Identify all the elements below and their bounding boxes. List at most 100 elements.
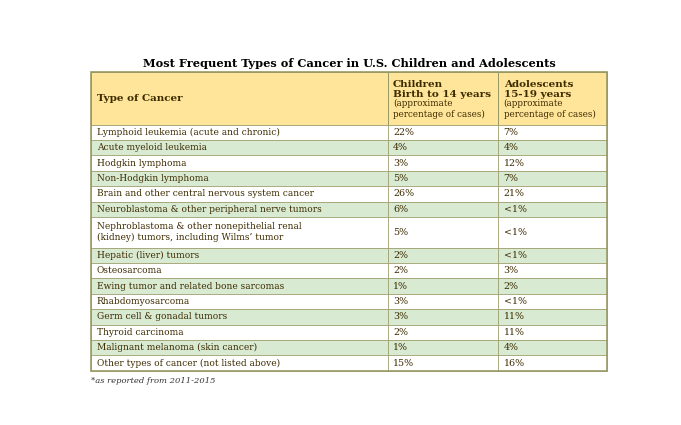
Text: 3%: 3% <box>504 266 519 275</box>
Bar <box>387 201 498 217</box>
Text: Hepatic (liver) tumors: Hepatic (liver) tumors <box>97 251 199 260</box>
Bar <box>91 125 387 140</box>
Text: 7%: 7% <box>504 174 519 183</box>
Text: 2%: 2% <box>393 266 408 275</box>
Text: 6%: 6% <box>393 205 408 214</box>
Bar <box>387 186 498 201</box>
Bar <box>91 309 387 325</box>
Text: Nephroblastoma & other nonepithelial renal
(kidney) tumors, including Wilms’ tum: Nephroblastoma & other nonepithelial ren… <box>97 222 302 242</box>
Bar <box>387 248 498 263</box>
Text: 4%: 4% <box>504 143 519 152</box>
Text: 11%: 11% <box>504 328 524 337</box>
Bar <box>498 72 607 125</box>
Bar <box>498 186 607 201</box>
Bar <box>498 355 607 371</box>
Text: 3%: 3% <box>393 312 408 321</box>
Bar <box>91 263 387 278</box>
Bar <box>387 263 498 278</box>
Bar <box>498 325 607 340</box>
Text: (approximate
percentage of cases): (approximate percentage of cases) <box>393 99 485 119</box>
Text: (approximate
percentage of cases): (approximate percentage of cases) <box>504 99 596 119</box>
Bar <box>91 72 387 125</box>
Bar <box>91 201 387 217</box>
Text: 3%: 3% <box>393 159 408 167</box>
Bar <box>91 248 387 263</box>
Bar <box>498 217 607 248</box>
Text: Hodgkin lymphoma: Hodgkin lymphoma <box>97 159 186 167</box>
Bar <box>91 340 387 355</box>
Bar <box>91 294 387 309</box>
Text: 4%: 4% <box>393 143 408 152</box>
Bar <box>498 156 607 171</box>
Text: Most Frequent Types of Cancer in U.S. Children and Adolescents: Most Frequent Types of Cancer in U.S. Ch… <box>142 58 556 69</box>
Text: 2%: 2% <box>393 251 408 260</box>
Text: 5%: 5% <box>393 228 408 237</box>
Text: Adolescents
15-19 years: Adolescents 15-19 years <box>504 79 573 99</box>
Text: 12%: 12% <box>504 159 524 167</box>
Bar <box>91 325 387 340</box>
Text: Thyroid carcinoma: Thyroid carcinoma <box>97 328 183 337</box>
Text: 3%: 3% <box>393 297 408 306</box>
Text: Osteosarcoma: Osteosarcoma <box>97 266 162 275</box>
Text: 4%: 4% <box>504 343 519 352</box>
Text: Malignant melanoma (skin cancer): Malignant melanoma (skin cancer) <box>97 343 257 352</box>
Text: 11%: 11% <box>504 312 524 321</box>
Bar <box>387 355 498 371</box>
Bar <box>387 125 498 140</box>
Bar <box>498 340 607 355</box>
Text: Lymphoid leukemia (acute and chronic): Lymphoid leukemia (acute and chronic) <box>97 128 280 137</box>
Text: 15%: 15% <box>393 359 414 368</box>
Bar <box>387 217 498 248</box>
Bar <box>387 72 498 125</box>
Bar <box>91 186 387 201</box>
Text: Type of Cancer: Type of Cancer <box>97 94 183 103</box>
Text: *as reported from 2011-2015: *as reported from 2011-2015 <box>91 377 216 385</box>
Text: 26%: 26% <box>393 190 414 198</box>
Text: 2%: 2% <box>504 282 519 291</box>
Bar <box>498 140 607 156</box>
Bar <box>91 156 387 171</box>
Text: Non-Hodgkin lymphoma: Non-Hodgkin lymphoma <box>97 174 208 183</box>
Bar <box>498 248 607 263</box>
Bar <box>91 171 387 186</box>
Bar <box>498 171 607 186</box>
Text: <1%: <1% <box>504 297 526 306</box>
Text: Rhabdomyosarcoma: Rhabdomyosarcoma <box>97 297 190 306</box>
Text: <1%: <1% <box>504 251 526 260</box>
Bar <box>498 263 607 278</box>
Text: <1%: <1% <box>504 205 526 214</box>
Bar <box>498 201 607 217</box>
Bar <box>498 278 607 294</box>
Text: Neuroblastoma & other peripheral nerve tumors: Neuroblastoma & other peripheral nerve t… <box>97 205 321 214</box>
Text: 7%: 7% <box>504 128 519 137</box>
Bar <box>91 355 387 371</box>
Bar <box>387 278 498 294</box>
Text: Other types of cancer (not listed above): Other types of cancer (not listed above) <box>97 358 280 368</box>
Bar <box>91 140 387 156</box>
Bar <box>498 294 607 309</box>
Bar <box>387 309 498 325</box>
Text: 16%: 16% <box>504 359 525 368</box>
Bar <box>387 325 498 340</box>
Text: 22%: 22% <box>393 128 414 137</box>
Bar <box>387 294 498 309</box>
Bar <box>387 340 498 355</box>
Text: 5%: 5% <box>393 174 408 183</box>
Bar <box>387 140 498 156</box>
Text: Ewing tumor and related bone sarcomas: Ewing tumor and related bone sarcomas <box>97 282 284 291</box>
Text: Germ cell & gonadal tumors: Germ cell & gonadal tumors <box>97 312 227 321</box>
Text: 1%: 1% <box>393 282 408 291</box>
Text: 2%: 2% <box>393 328 408 337</box>
Text: Children
Birth to 14 years: Children Birth to 14 years <box>393 79 491 99</box>
Text: Brain and other central nervous system cancer: Brain and other central nervous system c… <box>97 190 314 198</box>
Bar <box>498 309 607 325</box>
Bar <box>91 217 387 248</box>
Text: Acute myeloid leukemia: Acute myeloid leukemia <box>97 143 207 152</box>
Text: <1%: <1% <box>504 228 526 237</box>
Text: 21%: 21% <box>504 190 524 198</box>
Bar <box>387 156 498 171</box>
Bar <box>387 171 498 186</box>
Text: 1%: 1% <box>393 343 408 352</box>
Bar <box>498 125 607 140</box>
Bar <box>91 278 387 294</box>
